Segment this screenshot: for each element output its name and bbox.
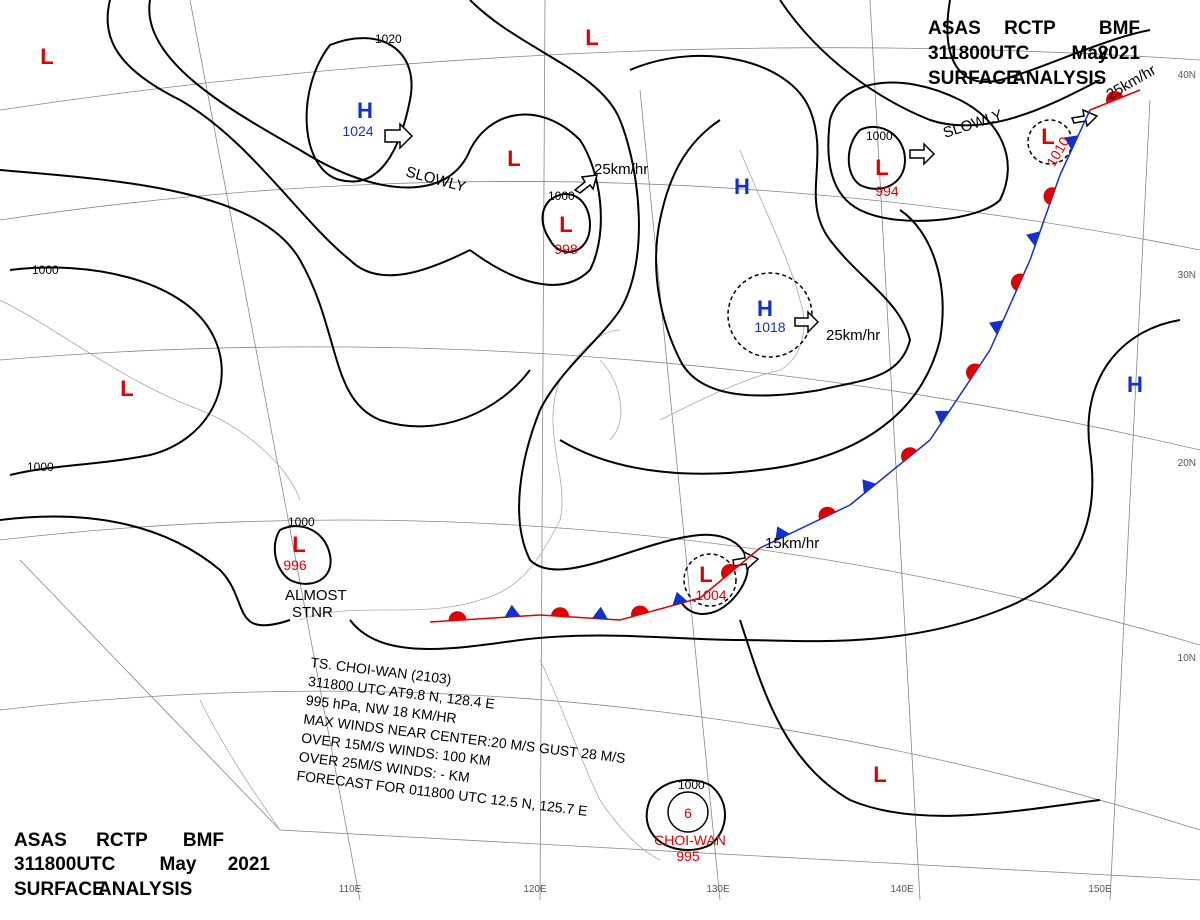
front-symbol [619,597,701,621]
front-symbol [1026,231,1041,247]
front-symbol [775,526,790,541]
header-word: 2021 [228,854,271,875]
low-symbol: L [120,376,133,401]
header-bottom: ASAS RCTP BMF 311800UTC May 2021 SURFACE… [14,830,270,900]
typhoon-name: CHOI-WAN [654,832,726,848]
front-symbol [966,363,980,380]
isobar-label: 1000 [288,515,315,529]
header-word: 311800UTC [14,854,116,875]
high-pressure: 1024 [342,123,373,139]
header-word: SURFACE [14,879,105,900]
isobar-label: 1000 [32,263,59,277]
motion-label: 15km/hr [765,535,819,552]
low-pressure: 998 [554,241,578,257]
header-word: ASAS [928,18,981,39]
longitude-label: 140E [890,884,914,895]
pressure-systems: H 1024 L L 998 H 1018 L 994 L 1010 H H L… [40,25,1143,864]
motion-label: ALMOST [285,587,347,604]
front-symbol [631,605,649,617]
high-symbol: H [1127,372,1143,397]
isobar-labels: 1020 1000 1000 1000 1000 1000 1000 [27,32,893,792]
low-symbol: L [873,762,886,787]
front-symbol [935,410,950,425]
isobar-label: 1000 [866,129,893,143]
high-pressure: 1018 [754,319,785,335]
graticule [0,0,1200,901]
front [429,89,1141,623]
front-symbol [1029,174,1061,261]
front-symbol [818,506,836,520]
front-symbol [429,614,541,623]
front-symbol [989,320,1004,335]
longitude-label: 150E [1088,884,1112,895]
low-pressure: 996 [283,557,307,573]
header-word: BMF [183,830,224,851]
front-symbol [849,439,931,506]
header-word: ANALYSIS [1012,68,1106,89]
front-symbol [448,611,467,621]
longitude-label: 110E [339,884,362,895]
front-symbol [592,606,608,620]
typhoon-pressure: 995 [676,848,700,864]
header-top: ASAS RCTP BMF 311800UTC May 2021 SURFACE… [928,18,1140,89]
motion-label: 25km/hr [594,161,648,178]
low-symbol: L [875,155,888,180]
low-pressure: 1004 [695,587,726,603]
motion-label: 25km/hr [826,327,880,344]
typhoon-bulletin: TS. CHOI-WAN (2103) 311800 UTC AT9.8 N, … [296,654,627,819]
header-word: 2021 [1098,43,1141,64]
low-symbol: L [1041,124,1054,149]
front-symbol [1043,187,1056,205]
coordinate-labels: 110E 120E 130E 140E 150E 40N 30N 20N 10N [339,70,1196,895]
front-symbol [929,349,991,441]
header-word: ANALYSIS [98,879,192,900]
high-symbol: H [734,174,750,199]
high-symbol: H [757,296,773,321]
low-symbol: L [585,25,598,50]
front-symbol [989,259,1031,351]
motion-label: STNR [292,604,333,621]
front-symbol [672,591,688,606]
front-symbol [862,479,877,494]
front-symbol [1106,91,1124,104]
front-symbol [721,564,737,579]
high-symbol: H [357,98,373,123]
isobar-label: 1000 [678,778,705,792]
low-pressure: 994 [875,183,899,199]
front-symbol [759,504,851,549]
low-symbol: L [292,532,305,557]
longitude-label: 120E [523,884,547,895]
isobar-label: 1000 [27,460,54,474]
header-word: May [160,854,197,875]
longitude-label: 130E [706,884,730,895]
isobar-label: 1020 [375,32,402,46]
header-word: BMF [1099,18,1140,39]
low-symbol: L [699,562,712,587]
header-word: ASAS [14,830,67,851]
front-symbol [504,604,521,618]
low-symbol: L [507,146,520,171]
header-word: RCTP [96,830,148,851]
isobar-label: 1000 [548,189,575,203]
header-word: RCTP [1004,18,1056,39]
front-symbol [1011,273,1024,291]
front-symbol [551,607,569,617]
low-symbol: L [40,44,53,69]
latitude-label: 40N [1178,70,1196,81]
header-word: SURFACE [928,68,1019,89]
typhoon-symbol: 6 [684,805,692,821]
latitude-label: 20N [1178,458,1196,469]
latitude-label: 30N [1178,270,1196,281]
header-word: May [1072,43,1109,64]
latitude-label: 10N [1178,653,1196,664]
front-symbol [1064,135,1079,150]
front-symbol [901,447,917,462]
low-symbol: L [559,212,572,237]
header-word: 311800UTC [928,43,1030,64]
